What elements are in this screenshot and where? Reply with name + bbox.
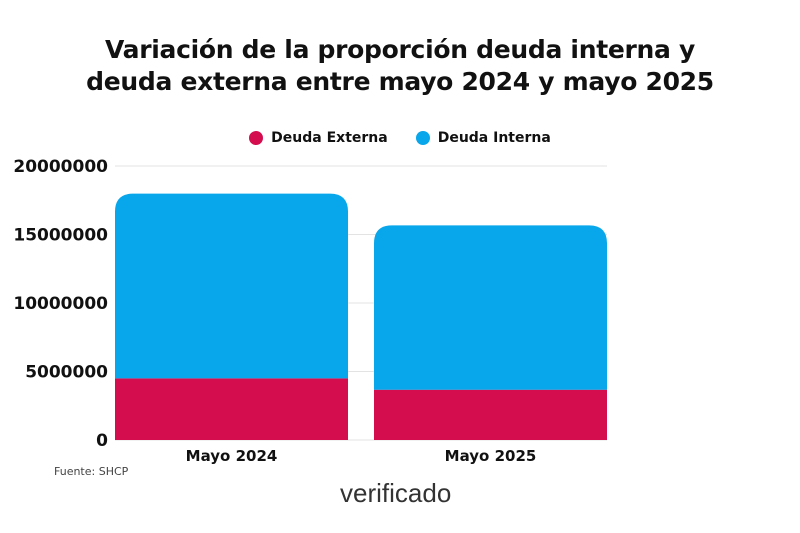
legend-item-externa: Deuda Externa bbox=[249, 130, 388, 146]
bar-deuda-interna bbox=[115, 193, 348, 379]
bar-deuda-externa bbox=[374, 389, 607, 440]
y-tick-label: 15000000 bbox=[13, 226, 108, 246]
legend-swatch-externa bbox=[249, 131, 264, 145]
chart-title: Variación de la proporción deuda interna… bbox=[86, 35, 714, 96]
legend-swatch-interna bbox=[415, 131, 430, 145]
legend-label-interna: Deuda Interna bbox=[437, 130, 551, 146]
bar-deuda-interna bbox=[374, 225, 607, 390]
y-tick-label: 0 bbox=[96, 431, 108, 451]
bar-deuda-externa bbox=[115, 378, 348, 440]
legend-label-externa: Deuda Externa bbox=[271, 130, 388, 146]
y-tick-label: 20000000 bbox=[13, 157, 108, 177]
verificado-logo: verificado bbox=[340, 478, 451, 509]
source-note: Fuente: SHCP bbox=[54, 465, 129, 478]
logo-text: verificado bbox=[340, 478, 452, 508]
legend: Deuda Externa Deuda Interna bbox=[0, 130, 800, 146]
y-tick-label: 10000000 bbox=[13, 294, 108, 314]
y-tick-label: 5000000 bbox=[25, 363, 108, 383]
x-tick-label: Mayo 2024 bbox=[186, 447, 278, 465]
legend-item-interna: Deuda Interna bbox=[415, 130, 551, 146]
x-tick-label: Mayo 2025 bbox=[445, 447, 537, 465]
